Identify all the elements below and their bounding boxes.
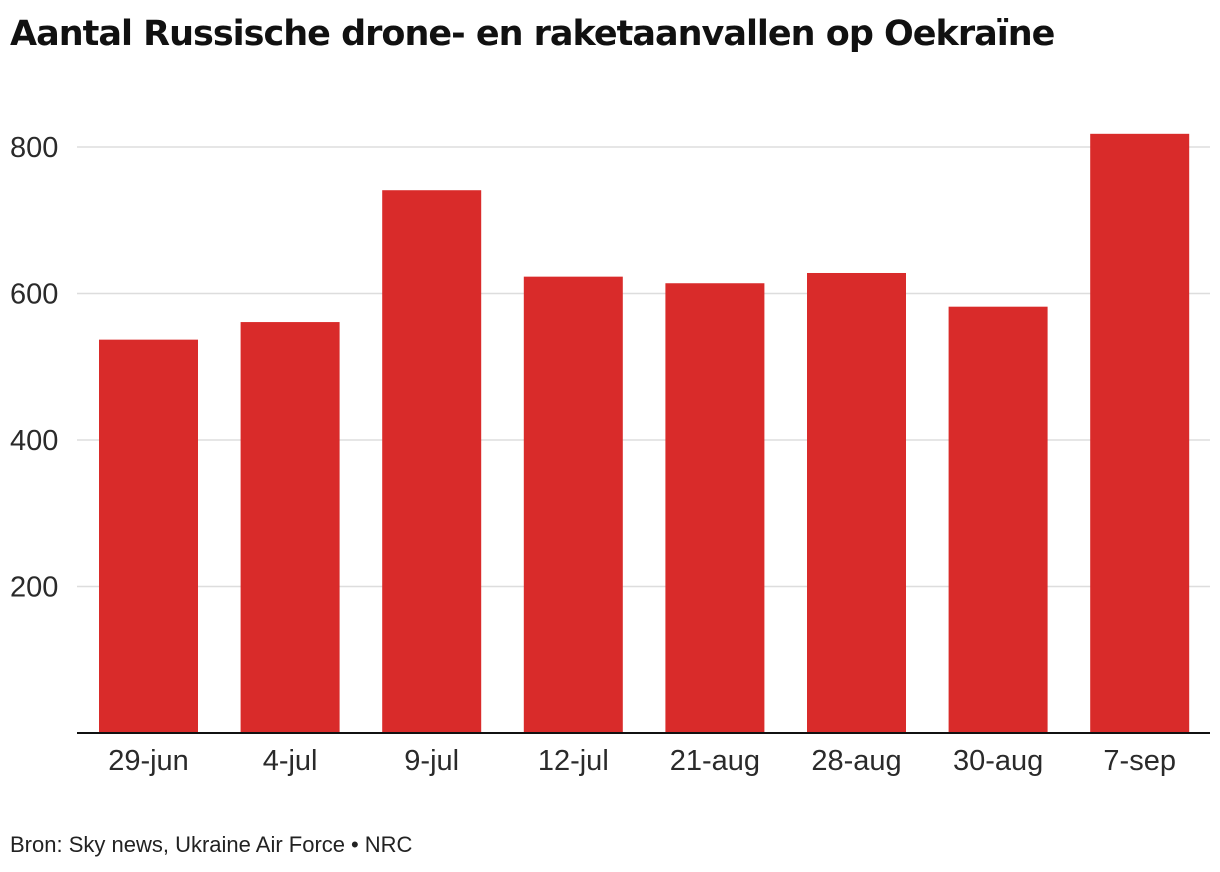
bar-9-jul xyxy=(382,190,482,733)
chart-title: Aantal Russische drone- en raketaanvalle… xyxy=(10,14,1055,54)
x-tick-label: 7-sep xyxy=(1103,745,1176,777)
x-tick-label: 4-jul xyxy=(263,745,318,777)
bar-4-jul xyxy=(240,322,340,733)
source-note: Bron: Sky news, Ukraine Air Force • NRC xyxy=(10,832,412,858)
x-tick-label: 30-aug xyxy=(953,745,1043,777)
bar-28-aug xyxy=(807,272,906,733)
bar-29-jun xyxy=(99,339,198,733)
bar-7-sep xyxy=(1090,133,1190,733)
x-tick-label: 12-jul xyxy=(538,745,609,777)
x-tick-label: 21-aug xyxy=(670,745,760,777)
bar-21-aug xyxy=(665,283,765,733)
y-tick-label: 600 xyxy=(10,279,58,311)
bars xyxy=(99,133,1190,733)
source-text: Bron: Sky news, Ukraine Air Force xyxy=(10,832,346,857)
y-tick-label: 400 xyxy=(10,425,58,457)
separator-dot: • xyxy=(351,832,359,857)
bar-30-aug xyxy=(948,306,1048,733)
x-axis-ticks: 29-jun 4-jul 9-jul 12-jul 21-aug 28-aug 30-aug… xyxy=(108,745,1176,777)
y-tick-label: 200 xyxy=(10,572,58,604)
publisher-text: NRC xyxy=(364,832,413,857)
x-tick-label: 9-jul xyxy=(404,745,459,777)
y-axis-ticks: 200 400 600 800 xyxy=(10,132,58,604)
bar-12-jul xyxy=(523,276,623,733)
y-tick-label: 800 xyxy=(10,132,58,164)
x-tick-label: 29-jun xyxy=(108,745,189,777)
x-tick-label: 28-aug xyxy=(811,745,901,777)
